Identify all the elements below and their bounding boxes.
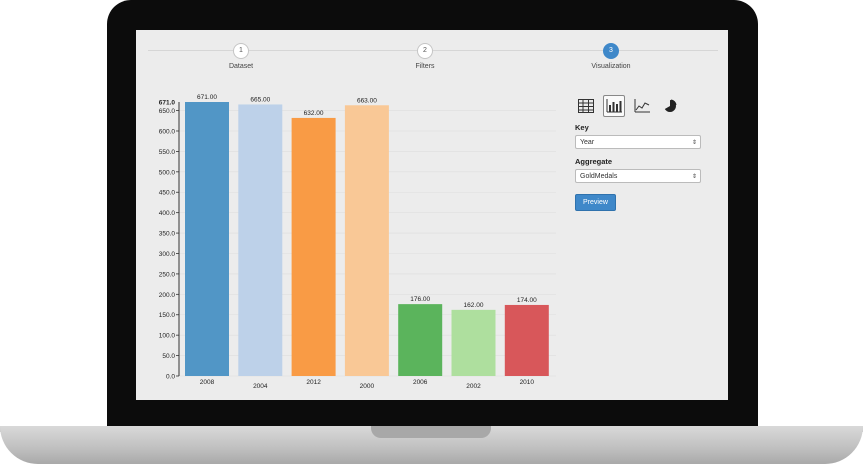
step-label: Filters <box>415 63 435 70</box>
x-tick-label: 2006 <box>413 379 428 386</box>
visualization-panel: Key Year ⇕ Aggregate GoldMedals ⇕ Previe… <box>575 95 705 211</box>
y-tick-label: 500.0 <box>159 169 176 176</box>
y-tick-label: 200.0 <box>159 292 176 299</box>
step-number: 3 <box>603 43 619 59</box>
stepper-line <box>148 50 718 51</box>
bar <box>238 104 283 376</box>
x-tick-label: 2008 <box>200 379 215 386</box>
select-arrows-icon: ⇕ <box>691 140 697 146</box>
bar <box>451 309 496 376</box>
y-tick-label: 0.0 <box>166 374 175 381</box>
preview-button[interactable]: Preview <box>575 194 616 211</box>
viz-type-selector <box>575 95 705 117</box>
y-tick-label: 300.0 <box>159 251 176 258</box>
y-tick-label: 350.0 <box>159 231 176 238</box>
key-label: Key <box>575 123 589 132</box>
bar <box>185 102 229 376</box>
y-max-label: 671.0 <box>159 100 176 107</box>
bar-value-label: 663.00 <box>357 97 377 104</box>
x-tick-label: 2002 <box>466 383 481 390</box>
key-select[interactable]: Year ⇕ <box>575 135 701 149</box>
bar-value-label: 632.00 <box>304 110 324 117</box>
key-select-value: Year <box>580 139 595 146</box>
step-number: 1 <box>233 43 249 59</box>
bar-chart: 0.0 50.0 100.0 150.0 200.0 250.0 300.0 350.0 400… <box>159 94 556 390</box>
x-tick-label: 2004 <box>253 383 268 390</box>
table-icon[interactable] <box>575 95 597 117</box>
bar <box>344 105 389 376</box>
y-tick-label: 550.0 <box>159 149 176 156</box>
step-number: 2 <box>417 43 433 59</box>
y-tick-label: 450.0 <box>159 190 176 197</box>
aggregate-select-value: GoldMedals <box>580 173 618 180</box>
step-dataset[interactable]: 1 Dataset <box>181 43 301 70</box>
app-screen: 1 Dataset 2 Filters 3 Visualization 0.0 5… <box>136 30 728 400</box>
pie-chart-icon[interactable] <box>659 95 681 117</box>
step-label: Visualization <box>591 63 631 70</box>
line-chart-icon[interactable] <box>631 95 653 117</box>
y-tick-label: 400.0 <box>159 210 176 217</box>
bar-value-label: 665.00 <box>250 96 270 103</box>
bar-value-label: 162.00 <box>464 302 484 309</box>
select-arrows-icon: ⇕ <box>691 174 697 180</box>
x-tick-label: 2010 <box>520 379 535 386</box>
step-filters[interactable]: 2 Filters <box>365 43 485 70</box>
bar <box>398 304 443 376</box>
bar-value-label: 671.00 <box>197 94 217 101</box>
y-tick-label: 150.0 <box>159 312 176 319</box>
step-visualization[interactable]: 3 Visualization <box>551 43 671 70</box>
y-tick-label: 650.0 <box>159 108 176 115</box>
y-tick-label: 600.0 <box>159 128 176 135</box>
aggregate-select[interactable]: GoldMedals ⇕ <box>575 169 701 183</box>
bar-chart-icon[interactable] <box>603 95 625 117</box>
aggregate-label: Aggregate <box>575 157 613 166</box>
x-tick-label: 2012 <box>306 379 321 386</box>
bar-value-label: 176.00 <box>410 296 430 303</box>
laptop-notch <box>371 426 491 438</box>
bar <box>504 304 549 376</box>
bar-value-label: 174.00 <box>517 297 537 304</box>
step-label: Dataset <box>228 63 254 70</box>
x-tick-label: 2000 <box>360 383 375 390</box>
y-tick-label: 100.0 <box>159 333 176 340</box>
y-tick-label: 250.0 <box>159 271 176 278</box>
y-tick-label: 50.0 <box>162 353 175 360</box>
bar <box>291 117 336 377</box>
